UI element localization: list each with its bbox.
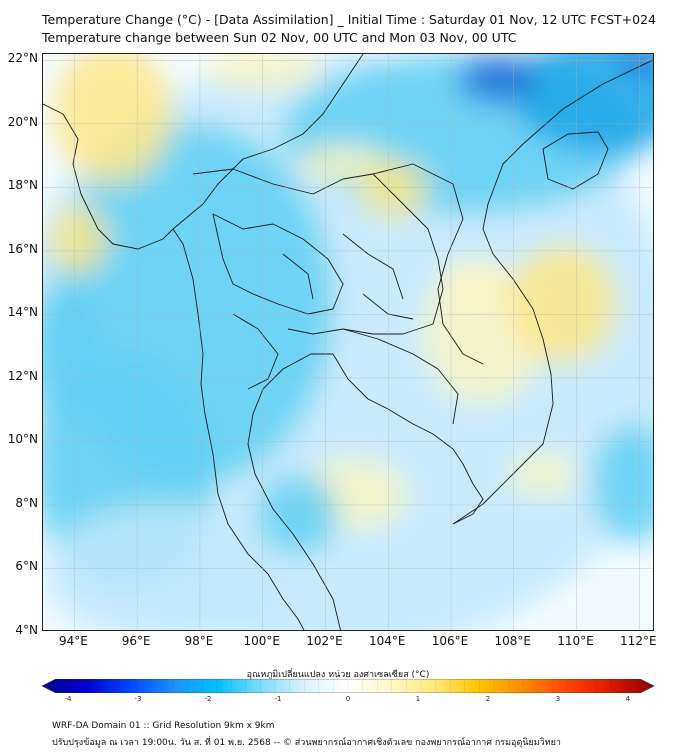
provinces-2 xyxy=(232,233,414,390)
latitude-label: 4°N xyxy=(15,623,38,637)
longitude-label: 108°E xyxy=(494,634,532,648)
field-region-20 xyxy=(593,424,653,544)
coastlines-and-borders xyxy=(43,54,653,630)
latitude-label: 12°N xyxy=(7,368,38,383)
colorbar-tick-label: 4 xyxy=(625,695,631,703)
field-region-8 xyxy=(53,54,173,184)
longitude-label: 104°E xyxy=(368,634,406,648)
field-region-9 xyxy=(48,204,108,274)
longitude-label: 112°E xyxy=(620,634,657,648)
footer-credits: ปรับปรุงข้อมูล ณ เวลา 19:00น. วัน ส. ที่… xyxy=(52,738,561,748)
colorbar-gradient xyxy=(42,679,654,693)
colorbar-tick-label: -3 xyxy=(134,695,142,703)
longitude-label: 94°E xyxy=(58,634,88,648)
colorbar-tick-label: -1 xyxy=(274,695,282,703)
latitude-label: 8°N xyxy=(15,495,38,510)
temperature-change-map xyxy=(42,53,654,631)
longitude-label: 102°E xyxy=(306,634,343,648)
field-region-6 xyxy=(458,54,538,104)
longitude-label: 106°E xyxy=(431,634,469,648)
field-region-3 xyxy=(43,504,283,630)
map-subtitle: Temperature change between Sun 02 Nov, 0… xyxy=(42,30,517,45)
coastline-gulf xyxy=(247,353,484,630)
colorbar-label: อุณหภูมิเปลี่ยนแปลง หน่วย องศาเซลเซียส (… xyxy=(246,670,430,680)
graticule xyxy=(43,54,653,630)
field-region-14 xyxy=(508,244,618,364)
latitude-label: 16°N xyxy=(7,241,38,256)
field-region-12 xyxy=(358,159,428,219)
coastline-hainan xyxy=(542,131,609,190)
coastline-west xyxy=(43,103,305,630)
field-region-19 xyxy=(43,284,98,424)
temperature-field xyxy=(43,54,653,630)
colorbar-tick-label: 3 xyxy=(555,695,561,703)
latitude-label: 6°N xyxy=(15,559,38,574)
field-region-17 xyxy=(508,454,578,494)
colorbar-tick-label: 0 xyxy=(345,695,351,703)
border-laos-vietnam xyxy=(372,163,484,365)
latitude-label: 18°N xyxy=(7,178,38,193)
colorbar-tick-label: -2 xyxy=(204,695,212,703)
latitude-label: 10°N xyxy=(7,432,38,447)
longitude-label: 110°E xyxy=(557,634,594,648)
latitude-label: 22°N xyxy=(7,51,38,66)
latitude-label: 20°N xyxy=(7,114,38,129)
map-title: Temperature Change (°C) - [Data Assimila… xyxy=(42,12,657,27)
colorbar xyxy=(42,679,654,693)
border-thai-laos xyxy=(192,168,444,335)
colorbar-tick-label: 1 xyxy=(415,695,421,703)
longitude-label: 98°E xyxy=(184,634,214,648)
border-cambodia xyxy=(342,328,459,425)
colorbar-tick-label: 2 xyxy=(485,695,491,703)
field-region-15 xyxy=(438,259,508,309)
longitude-label: 100°E xyxy=(243,634,280,648)
border-myanmar-thai xyxy=(172,54,364,230)
field-region-10 xyxy=(203,54,323,89)
provinces-1 xyxy=(212,213,344,315)
field-region-5 xyxy=(513,54,653,154)
field-region-7 xyxy=(618,54,653,74)
longitude-label: 96°E xyxy=(121,634,151,648)
colorbar-tick-label: -4 xyxy=(64,695,72,703)
field-region-18 xyxy=(258,474,338,554)
latitude-label: 14°N xyxy=(7,305,38,320)
footer-model-info: WRF-DA Domain 01 :: Grid Resolution 9km … xyxy=(52,721,275,731)
coastline-vietnam xyxy=(452,59,653,525)
